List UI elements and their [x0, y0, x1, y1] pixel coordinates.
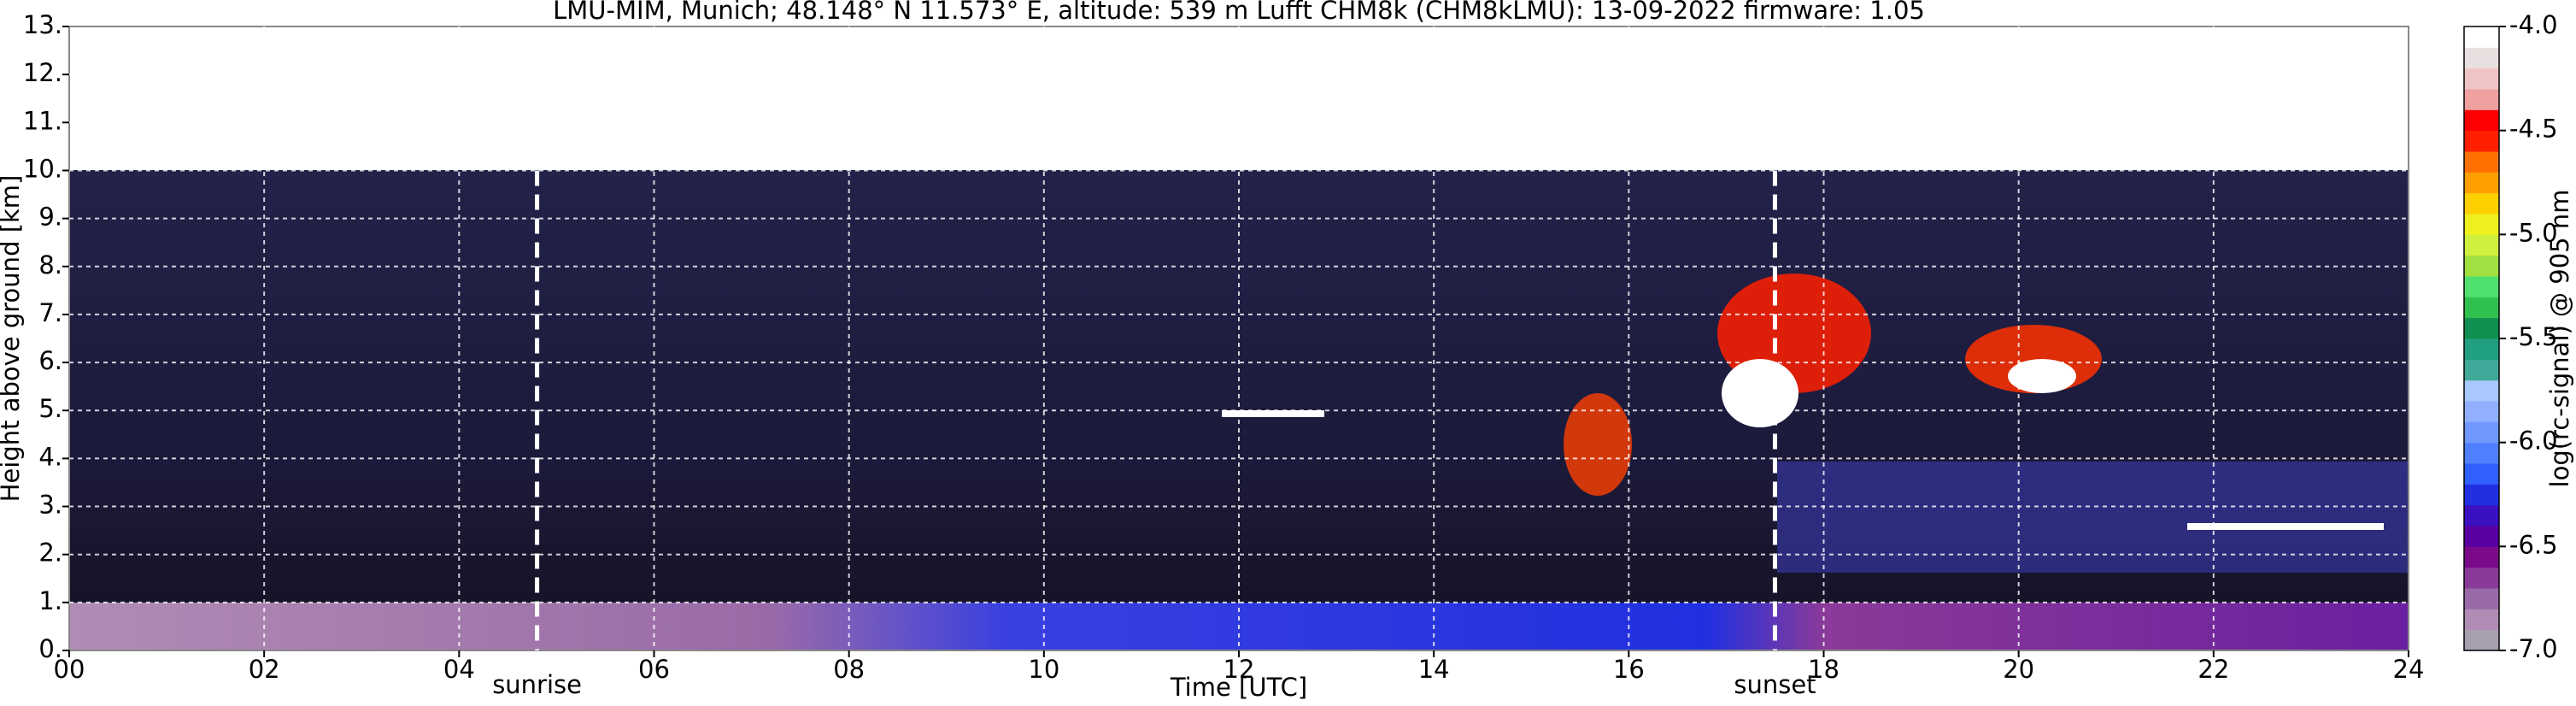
y-tick-label: 3. [38, 491, 62, 520]
colorbar-swatch [2464, 47, 2499, 69]
x-tick-label: 16 [1613, 655, 1645, 684]
colorbar-swatch [2464, 130, 2499, 152]
colorbar-swatch [2464, 546, 2499, 568]
colorbar-swatch [2464, 109, 2499, 132]
colorbar-swatch [2464, 401, 2499, 422]
colorbar-swatch [2464, 421, 2499, 444]
x-tick-label: 14 [1418, 655, 1450, 684]
colorbar-swatch [2464, 89, 2499, 110]
x-tick-label: 12 [1223, 655, 1255, 684]
colorbar-tick-label: -5.0 [2509, 218, 2558, 247]
colorbar-swatch [2464, 338, 2499, 360]
x-tick-label: 06 [638, 655, 670, 684]
cloud-decoration [1222, 274, 2384, 530]
y-tick-label: 5. [38, 394, 62, 423]
colorbar-swatch [2464, 276, 2499, 297]
y-tick-label: 1. [38, 586, 62, 615]
colorbar-tick-label: -5.5 [2509, 322, 2558, 351]
colorbar-swatch [2464, 297, 2499, 319]
colorbar-swatch [2464, 234, 2499, 256]
y-axis-label: Height above ground [km] [0, 175, 25, 503]
colorbar-tick-label: -7.0 [2509, 634, 2558, 663]
y-tick-label: 9. [38, 203, 62, 232]
colorbar-swatch [2464, 151, 2499, 173]
x-axis-label: Time [UTC] [1170, 673, 1307, 702]
y-tick-label: 7. [38, 298, 62, 327]
y-tick-label: 10. [23, 154, 62, 183]
colorbar-swatch [2464, 214, 2499, 235]
y-tick-label: 11. [23, 106, 62, 135]
x-tick-label: 18 [1808, 655, 1840, 684]
colorbar-swatch [2464, 609, 2499, 631]
y-tick-label: 12. [23, 58, 62, 87]
x-tick-label: 22 [2198, 655, 2229, 684]
colorbar-swatch [2464, 68, 2499, 90]
y-tick-label: 8. [38, 250, 62, 279]
colorbar-swatch [2464, 172, 2499, 194]
colorbar-tick-label: -4.5 [2509, 115, 2558, 144]
colorbar-label: log(rc-signal) @ 905 nm [2545, 190, 2574, 488]
x-tick-label: 24 [2393, 655, 2425, 684]
colorbar-swatch [2464, 442, 2499, 464]
colorbar-swatch [2464, 255, 2499, 277]
x-tick-label: 04 [443, 655, 475, 684]
colorbar-swatch [2464, 463, 2499, 485]
y-tick-label: 13. [23, 10, 62, 39]
colorbar-swatch [2464, 317, 2499, 339]
y-tick-label: 6. [38, 346, 62, 375]
colorbar-swatch [2464, 359, 2499, 381]
colorbar-swatch [2464, 484, 2499, 506]
colorbar-swatch [2464, 588, 2499, 609]
colorbar-swatch [2464, 26, 2499, 48]
colorbar-tick-label: -4.0 [2509, 10, 2558, 39]
y-tick-label: 0. [38, 634, 62, 663]
colorbar-tick-label: -6.5 [2509, 530, 2558, 559]
colorbar-swatch [2464, 192, 2499, 215]
colorbar-tick-label: -6.0 [2509, 427, 2558, 456]
colorbar-swatch [2464, 379, 2499, 402]
x-tick-label: 20 [2003, 655, 2034, 684]
colorbar-swatch [2464, 526, 2499, 547]
x-tick-label: 00 [54, 655, 85, 684]
backscatter-layer [1777, 462, 2409, 573]
x-tick-label: 10 [1028, 655, 1059, 684]
annotation-label: sunrise [492, 670, 582, 699]
x-tick-label: 02 [249, 655, 280, 684]
y-tick-label: 4. [38, 442, 62, 471]
chart-title: LMU-MIM, Munich; 48.148° N 11.573° E, al… [553, 0, 1925, 25]
colorbar-swatch [2464, 629, 2499, 651]
annotation-label: sunset [1734, 670, 1816, 699]
y-tick-label: 2. [38, 538, 62, 568]
x-tick-label: 08 [833, 655, 865, 684]
colorbar-swatch [2464, 504, 2499, 527]
colorbar-swatch [2464, 567, 2499, 589]
